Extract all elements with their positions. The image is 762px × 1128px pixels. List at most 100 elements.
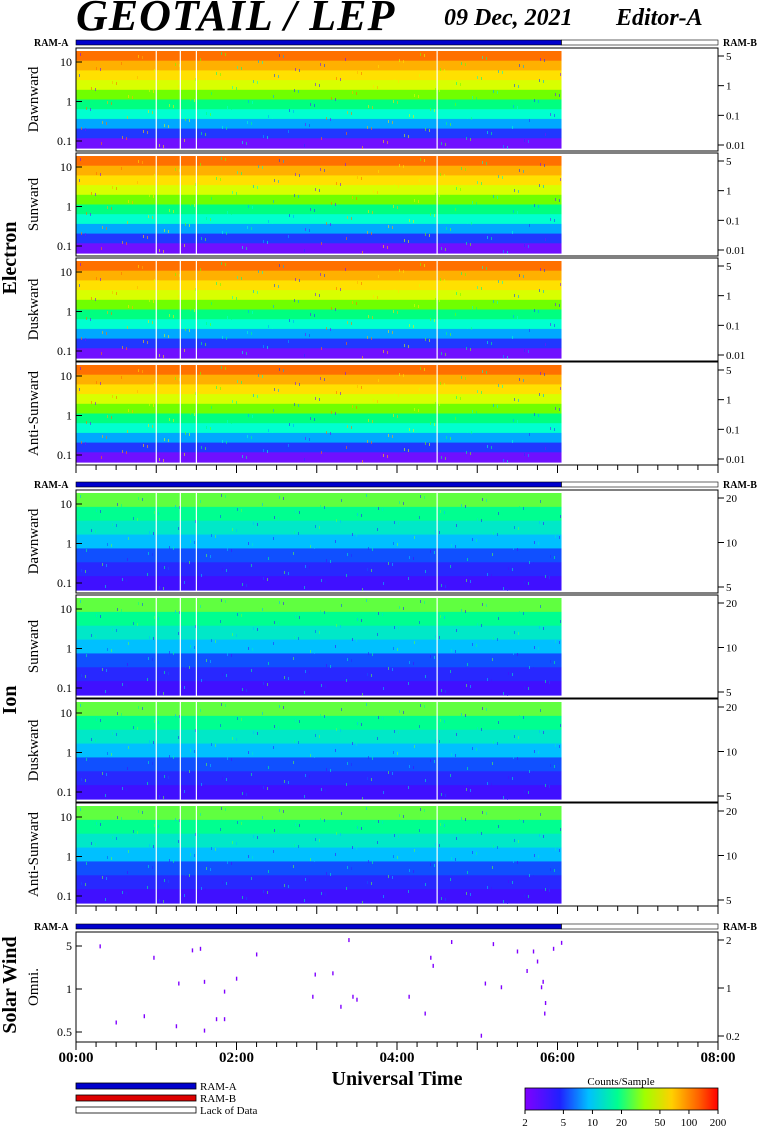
ion-sunward-speckle bbox=[336, 624, 337, 627]
solar-wind-data-point bbox=[544, 1011, 546, 1016]
ion-sunward-speckle bbox=[326, 664, 327, 667]
electron-sunward-speckle bbox=[231, 212, 232, 215]
electron-anti-sunward-speckle bbox=[560, 387, 561, 390]
electron-duskward-speckle bbox=[424, 264, 425, 267]
ion-duskward-speckle bbox=[138, 706, 139, 709]
electron-anti-sunward-speckle bbox=[205, 447, 206, 450]
ion-sunward-speckle bbox=[538, 647, 539, 650]
electron-dawnward-speckle bbox=[102, 121, 103, 124]
electron-sunward-speckle bbox=[451, 207, 452, 210]
electron-dawnward-speckle bbox=[200, 58, 201, 61]
ion-anti-sunward-speckle bbox=[503, 900, 504, 903]
ion-sunward-speckle bbox=[465, 610, 466, 613]
ion-sunward-speckle bbox=[138, 602, 139, 605]
electron-dawnward-speckle bbox=[320, 63, 321, 66]
ion-ram-a-bar bbox=[75, 481, 562, 488]
solar-wind-omni-right-tick-label: 2 bbox=[726, 935, 732, 947]
ion-dawnward-speckle bbox=[143, 572, 144, 575]
electron-duskward-speckle bbox=[310, 313, 311, 316]
electron-dawnward-speckle bbox=[403, 60, 404, 63]
electron-sunward-speckle bbox=[366, 157, 367, 160]
ion-anti-sunward-speckle bbox=[555, 848, 556, 851]
electron-dawnward-speckle bbox=[273, 95, 274, 98]
electron-sunward-speckle bbox=[482, 161, 483, 164]
ion-duskward-speckle bbox=[315, 734, 316, 737]
ion-dawnward-speckle bbox=[164, 566, 165, 569]
ion-dawnward-speckle bbox=[128, 537, 129, 540]
electron-anti-sunward-speckle bbox=[330, 432, 331, 435]
electron-sunward-speckle bbox=[540, 163, 541, 166]
electron-sunward-speckle bbox=[559, 199, 560, 202]
electron-duskward-energy-band bbox=[76, 299, 562, 311]
ion-duskward-speckle bbox=[320, 714, 321, 717]
electron-duskward-speckle bbox=[519, 274, 520, 277]
electron-anti-sunward-speckle bbox=[227, 420, 228, 423]
electron-sunward-energy-band bbox=[76, 214, 562, 225]
ion-duskward-speckle bbox=[486, 708, 487, 711]
electron-dawnward-speckle bbox=[435, 88, 436, 91]
ion-duskward-speckle bbox=[508, 776, 509, 779]
electron-sunward-speckle bbox=[153, 195, 154, 198]
ion-duskward-speckle bbox=[397, 752, 398, 755]
electron-sunward-speckle bbox=[481, 182, 482, 185]
electron-anti-sunward-speckle bbox=[126, 451, 127, 454]
electron-duskward-speckle bbox=[419, 284, 420, 287]
ion-sunward-speckle bbox=[272, 663, 273, 666]
electron-anti-sunward-speckle bbox=[513, 419, 514, 422]
electron-sunward-speckle bbox=[133, 180, 134, 183]
ion-sunward-speckle bbox=[112, 628, 113, 631]
ion-duskward-speckle bbox=[372, 757, 373, 760]
electron-dawnward-speckle bbox=[523, 65, 524, 68]
electron-dawnward-energy-band bbox=[76, 109, 562, 120]
electron-sunward-speckle bbox=[517, 211, 518, 214]
ion-duskward-speckle bbox=[251, 773, 252, 776]
electron-duskward-speckle bbox=[368, 315, 369, 318]
ion-duskward-speckle bbox=[549, 785, 550, 788]
ion-anti-sunward-speckle bbox=[257, 836, 258, 839]
electron-duskward-speckle bbox=[554, 324, 555, 327]
electron-anti-sunward-speckle bbox=[112, 395, 113, 398]
ion-sunward-speckle bbox=[122, 683, 123, 686]
electron-sunward-speckle bbox=[465, 168, 466, 171]
ion-sunward-speckle bbox=[251, 669, 252, 672]
ion-dawnward-speckle bbox=[555, 535, 556, 538]
ion-duskward-speckle bbox=[215, 744, 216, 747]
electron-duskward-speckle bbox=[252, 311, 253, 314]
ion-anti-sunward-speckle bbox=[486, 812, 487, 815]
ion-sunward-speckle bbox=[356, 639, 357, 642]
ion-sunward-speckle bbox=[199, 626, 200, 629]
electron-duskward-speckle bbox=[222, 336, 223, 339]
ion-dawnward-speckle bbox=[273, 537, 274, 540]
electron-dawnward-speckle bbox=[175, 63, 176, 66]
electron-dawnward-speckle bbox=[309, 124, 310, 127]
electron-duskward-speckle bbox=[274, 284, 275, 287]
electron-anti-sunward-energy-band bbox=[76, 432, 562, 444]
ion-dawnward-speckle bbox=[294, 531, 295, 534]
electron-duskward-speckle bbox=[278, 285, 279, 288]
ion-sunward-label: Sunward bbox=[26, 619, 42, 673]
electron-anti-sunward-speckle bbox=[175, 377, 176, 380]
ion-duskward-speckle bbox=[461, 713, 462, 716]
ion-sunward-speckle bbox=[232, 633, 233, 636]
solar-wind-data-point bbox=[235, 976, 238, 981]
electron-dawnward-speckle bbox=[289, 109, 290, 112]
ion-anti-sunward-speckle bbox=[487, 886, 488, 889]
ion-duskward-speckle bbox=[513, 756, 514, 759]
ion-anti-sunward-speckle bbox=[404, 889, 405, 892]
ion-sunward-speckle bbox=[497, 638, 498, 641]
solar-wind-data-point bbox=[500, 985, 503, 990]
ion-sunward-speckle bbox=[205, 680, 206, 683]
ion-dawnward-speckle bbox=[487, 573, 488, 576]
ion-dawnward-speckle bbox=[90, 550, 91, 553]
electron-dawnward-speckle bbox=[346, 132, 347, 135]
ion-sunward-speckle bbox=[215, 640, 216, 643]
electron-sunward-speckle bbox=[201, 237, 202, 240]
ion-duskward-speckle bbox=[445, 794, 446, 797]
ion-duskward-speckle bbox=[79, 725, 80, 728]
ion-duskward-speckle bbox=[440, 719, 441, 722]
ion-dawnward-speckle bbox=[185, 560, 186, 563]
ion-dawnward-speckle bbox=[351, 554, 352, 557]
solar-wind-ram-a-bar bbox=[75, 923, 562, 930]
electron-sunward-speckle bbox=[258, 165, 259, 168]
electron-sunward-frame bbox=[75, 152, 724, 257]
